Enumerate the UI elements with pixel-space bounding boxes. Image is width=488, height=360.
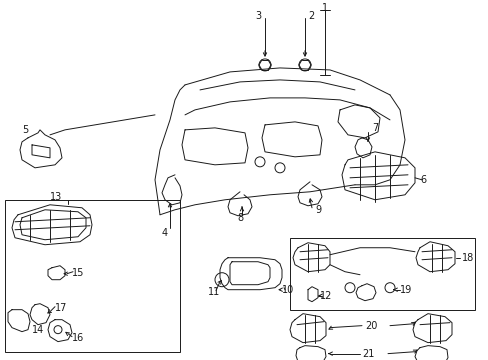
Text: 2: 2 — [307, 11, 314, 21]
Text: 20: 20 — [364, 321, 377, 330]
Text: 16: 16 — [72, 333, 84, 343]
Text: 3: 3 — [254, 11, 261, 21]
Text: 21: 21 — [361, 348, 374, 359]
Text: 14: 14 — [32, 325, 44, 335]
Text: 4: 4 — [162, 228, 168, 238]
Text: 12: 12 — [319, 291, 332, 301]
Text: 7: 7 — [371, 123, 378, 133]
Text: 15: 15 — [72, 268, 84, 278]
Text: 17: 17 — [55, 303, 67, 313]
Text: 8: 8 — [237, 213, 243, 223]
Text: 13: 13 — [50, 192, 62, 202]
Text: 10: 10 — [282, 285, 294, 295]
Text: 11: 11 — [207, 287, 220, 297]
Text: 19: 19 — [399, 285, 411, 295]
Text: 18: 18 — [461, 253, 473, 263]
Bar — [5, 200, 180, 352]
Text: 9: 9 — [314, 205, 321, 215]
Text: 1: 1 — [321, 3, 327, 13]
Bar — [289, 238, 474, 310]
Text: 6: 6 — [419, 175, 425, 185]
Text: 5: 5 — [22, 125, 28, 135]
